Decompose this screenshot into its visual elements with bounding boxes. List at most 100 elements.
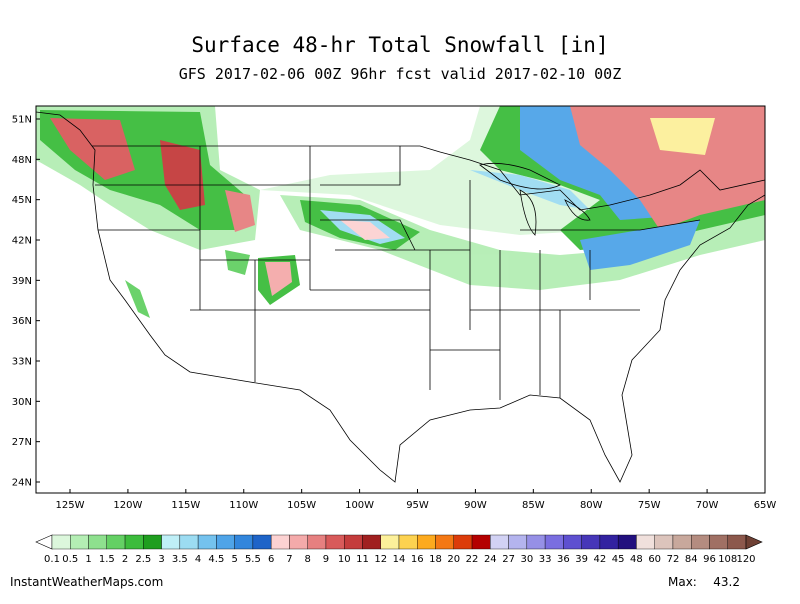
snow-area (340, 220, 390, 240)
colorbar-box (435, 534, 454, 550)
longitude-label: 125W (56, 500, 85, 511)
snowfall-field (36, 106, 765, 318)
snow-area (265, 262, 292, 296)
colorbar-box (709, 534, 728, 550)
colorbar-label: 120 (736, 554, 755, 565)
colorbar-box (490, 534, 509, 550)
colorbar-box (398, 534, 418, 550)
border (92, 145, 765, 211)
longitude-label: 115W (171, 500, 200, 511)
colorbar-box (70, 534, 89, 550)
snow-area (50, 118, 135, 180)
colorbar-box (691, 534, 710, 550)
great-lakes (479, 162, 591, 236)
longitude-label: 120W (113, 500, 142, 511)
colorbar-under (35, 534, 53, 550)
colorbar-label: 1.5 (99, 554, 115, 565)
colorbar-over (745, 534, 763, 550)
colorbar-box (197, 534, 217, 550)
colorbar-label: 12 (374, 554, 387, 565)
longitude-label: 95W (406, 500, 429, 511)
latitude-label: 45N (12, 195, 32, 206)
snow-area (225, 190, 255, 232)
colorbar-label: 96 (703, 554, 716, 565)
colorbar-label: 42 (594, 554, 607, 565)
colorbar-box (636, 534, 655, 550)
map-area (36, 106, 765, 493)
colorbar-label: 39 (575, 554, 588, 565)
colorbar-box (289, 534, 308, 550)
map-frame (35, 105, 766, 494)
colorbar-box (106, 534, 126, 550)
colorbar-box (563, 534, 582, 550)
colorbar-box (617, 534, 637, 550)
colorbar-box (508, 534, 528, 550)
colorbar-box (526, 534, 546, 550)
boundaries (36, 111, 765, 483)
colorbar-label: 3.5 (172, 554, 188, 565)
colorbar-label: 5 (231, 554, 237, 565)
colorbar-label: 4 (195, 554, 201, 565)
colorbar-box (124, 534, 144, 550)
latitude-label: 42N (12, 236, 32, 247)
colorbar-label: 30 (520, 554, 533, 565)
snow-area (650, 118, 715, 155)
colorbar-box (727, 534, 747, 550)
colorbar-box (179, 534, 199, 550)
colorbar-box (380, 534, 400, 550)
colorbar-label: 10 (338, 554, 351, 565)
map-title: Surface 48-hr Total Snowfall [in] (191, 33, 608, 57)
map-subtitle: GFS 2017-02-06 00Z 96hr fcst valid 2017-… (179, 65, 622, 83)
max-label: Max: (668, 575, 697, 589)
longitude-label: 75W (638, 500, 661, 511)
colorbar: 0.1 0.5 1 1.5 2 2.5 3 3.5 4 4.5 5 5.5 6 7 8 9 10 11 12 14 16… (35, 534, 763, 565)
footer-credit: InstantWeatherMaps.com (10, 575, 163, 589)
colorbar-box (344, 534, 363, 550)
colorbar-label: 7 (286, 554, 292, 565)
colorbar-box (161, 534, 181, 550)
colorbar-box (654, 534, 674, 550)
snow-area (125, 280, 150, 318)
colorbar-label: 84 (685, 554, 698, 565)
colorbar-box (453, 534, 473, 550)
latitude-label: 30N (12, 397, 32, 408)
snow-area (225, 250, 250, 275)
colorbar-box (599, 534, 619, 550)
colorbar-box (417, 534, 436, 550)
latitude-label: 36N (12, 316, 32, 327)
colorbar-box (471, 534, 491, 550)
longitude-label: 65W (754, 500, 777, 511)
snow-area (570, 106, 765, 230)
longitude-label: 70W (696, 500, 719, 511)
colorbar-label: 27 (502, 554, 515, 565)
longitude-label: 110W (229, 500, 258, 511)
colorbar-label: 3 (158, 554, 164, 565)
colorbar-box (143, 534, 162, 550)
colorbar-box (307, 534, 327, 550)
longitude-label: 100W (345, 500, 374, 511)
colorbar-label: 8 (304, 554, 310, 565)
colorbar-label: 0.1 (44, 554, 60, 565)
snow-area (160, 140, 205, 210)
longitude-label: 90W (464, 500, 487, 511)
colorbar-box (51, 534, 71, 550)
latitude-label: 51N (12, 115, 32, 126)
longitude-label: 105W (287, 500, 316, 511)
colorbar-label: 5.5 (245, 554, 261, 565)
snow-area (280, 195, 765, 290)
longitude-label: 85W (522, 500, 545, 511)
max-value: 43.2 (713, 575, 740, 589)
longitude-label: 80W (580, 500, 603, 511)
colorbar-label: 48 (630, 554, 643, 565)
snow-area (580, 220, 700, 270)
colorbar-label: 4.5 (208, 554, 224, 565)
colorbar-label: 0.5 (62, 554, 78, 565)
latitude-label: 33N (12, 357, 32, 368)
colorbar-label: 33 (539, 554, 552, 565)
colorbar-box (362, 534, 381, 550)
colorbar-label: 108 (718, 554, 737, 565)
colorbar-box (252, 534, 272, 550)
colorbar-box (216, 534, 235, 550)
colorbar-box (234, 534, 254, 550)
